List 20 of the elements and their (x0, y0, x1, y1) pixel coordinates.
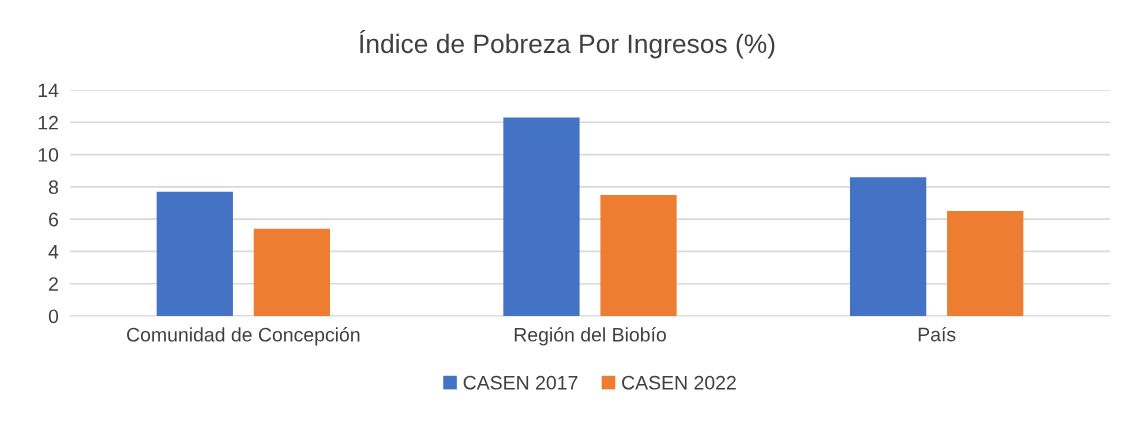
bar (156, 191, 233, 316)
bar (947, 211, 1024, 316)
y-tick-label: 6 (49, 212, 59, 227)
y-tick-label: 0 (48, 309, 59, 324)
y-tick-label: 14 (38, 83, 59, 98)
x-tick-label: Región del Biobío (514, 327, 666, 346)
bar (850, 177, 927, 316)
bar (253, 228, 330, 316)
x-tick-label: País (918, 326, 956, 342)
bar (600, 194, 677, 316)
y-tick-label: 8 (48, 180, 59, 195)
legend-label: CASEN 2022 (622, 375, 736, 390)
bar (503, 117, 580, 316)
y-tick-label: 10 (38, 148, 59, 162)
y-tick-label: 12 (38, 115, 58, 130)
x-tick-label: Comunidad de Concepción (127, 327, 360, 346)
chart-title: Índice de Pobreza Por Ingresos (%) (359, 30, 775, 59)
y-tick-label: 2 (49, 277, 58, 291)
legend-label: CASEN 2017 (463, 375, 578, 390)
y-tick-label: 4 (48, 245, 59, 259)
